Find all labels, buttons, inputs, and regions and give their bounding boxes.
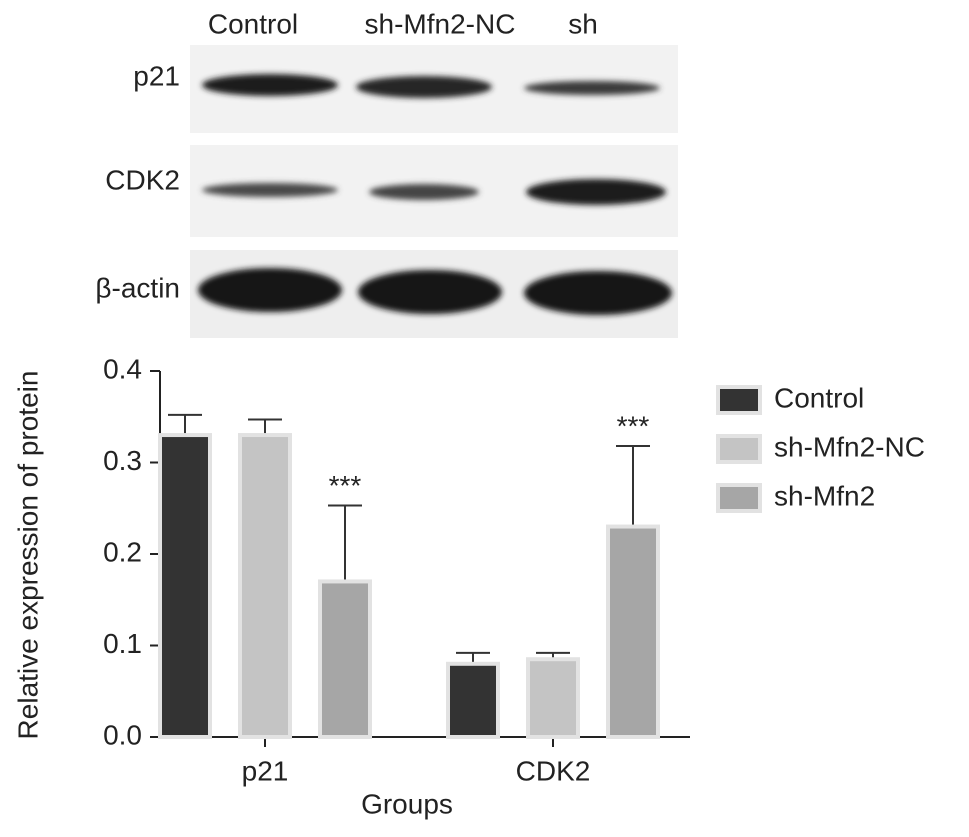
annotation: *** <box>329 470 362 501</box>
legend-label: Control <box>774 382 864 413</box>
legend-swatch <box>716 385 762 415</box>
y-tick-label: 0.3 <box>103 445 142 476</box>
legend-swatch <box>716 434 762 464</box>
bar <box>158 433 212 739</box>
blot-row-label: β-actin <box>95 272 180 303</box>
y-tick-label: 0.0 <box>103 719 142 750</box>
y-axis-label: Relative expression of protein <box>12 371 43 740</box>
blot-column-label: sh-Mfn2-NC <box>365 8 516 39</box>
x-tick-label: CDK2 <box>516 755 591 786</box>
bar <box>238 433 292 739</box>
bar <box>318 579 372 740</box>
y-tick-label: 0.1 <box>103 628 142 659</box>
y-tick-label: 0.2 <box>103 536 142 567</box>
bar <box>606 524 660 739</box>
annotation: *** <box>617 410 650 441</box>
blot-column-label: Control <box>208 8 298 39</box>
bar <box>526 657 580 739</box>
bar <box>446 661 500 739</box>
legend-label: sh-Mfn2-NC <box>774 431 925 462</box>
blot-row-label: CDK2 <box>105 164 180 195</box>
legend-label: sh-Mfn2 <box>774 480 875 511</box>
y-tick-label: 0.4 <box>103 353 142 384</box>
x-axis-label: Groups <box>361 788 453 819</box>
blot-bands <box>198 74 672 315</box>
x-tick-label: p21 <box>242 755 289 786</box>
legend-swatch <box>716 483 762 513</box>
blot-row-label: p21 <box>133 60 180 91</box>
blot-column-label: sh <box>568 8 598 39</box>
